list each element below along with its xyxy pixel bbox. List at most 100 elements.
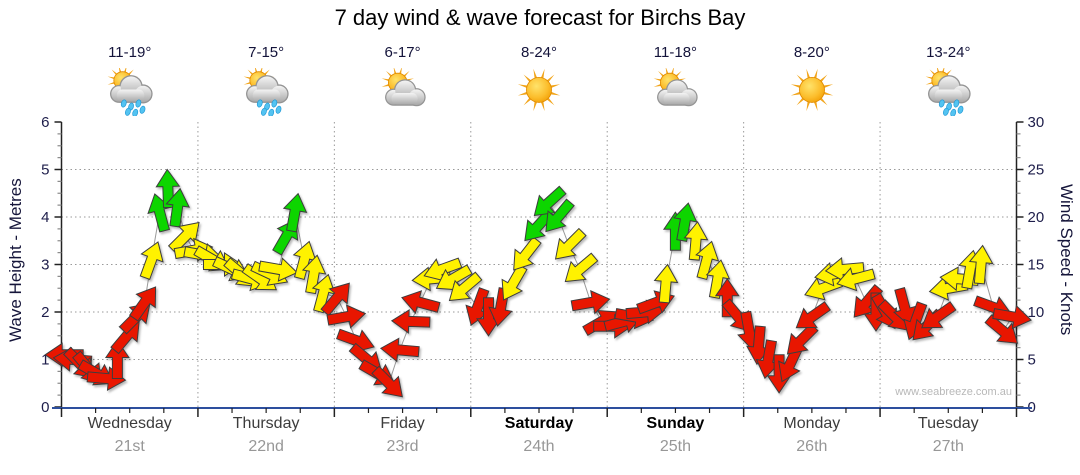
sun-disc — [526, 76, 552, 103]
svg-text:25: 25 — [1028, 162, 1045, 179]
wind-arrow — [892, 287, 918, 327]
wind-arrow — [139, 241, 164, 281]
rain-drops — [120, 99, 146, 117]
wind-arrow — [992, 304, 1032, 330]
day-name-label: Friday — [380, 415, 425, 432]
sun-rays — [790, 68, 834, 112]
day-date-label: 22nd — [248, 438, 284, 455]
svg-text:5: 5 — [41, 162, 49, 179]
wind-arrow — [921, 301, 957, 329]
wind-arrow — [320, 282, 350, 317]
cloud — [384, 79, 426, 107]
svg-text:5: 5 — [1028, 352, 1036, 369]
wind-arrow — [104, 339, 130, 379]
wave-height-axis: 0 1 2 3 4 5 6 — [41, 114, 63, 416]
day-date-label: 26th — [796, 438, 828, 455]
wind-arrow — [165, 187, 191, 228]
sun-cloud-icon — [381, 66, 426, 107]
wind-arrow — [824, 257, 865, 282]
wind-arrow — [401, 290, 441, 315]
x-axis — [52, 407, 1032, 417]
wind-arrow — [795, 301, 832, 329]
cloud — [657, 79, 699, 107]
day-name-label: Wednesday — [87, 415, 172, 432]
day-date-label: 21st — [114, 438, 145, 455]
weather-icon-slot — [920, 65, 976, 117]
day-temp-range: 7-15° — [248, 44, 285, 61]
wind-arrow — [448, 271, 483, 302]
svg-text:0: 0 — [41, 399, 49, 416]
sun-rays — [517, 68, 561, 112]
sun-icon — [517, 68, 561, 112]
cloud — [109, 75, 153, 104]
wind-arrow — [390, 309, 431, 334]
wind-arrow — [968, 244, 994, 285]
svg-text:4: 4 — [41, 209, 49, 226]
cloud — [928, 75, 971, 104]
day-temp-range: 11-18° — [653, 44, 698, 61]
wind-arrow — [984, 314, 1019, 344]
day-temp-range: 8-20° — [793, 44, 830, 61]
wind-arrow — [653, 263, 679, 304]
wind-arrow — [326, 304, 367, 329]
sun-disc — [798, 76, 825, 103]
wind-arrow — [379, 337, 420, 363]
day-date-label: 27th — [932, 438, 964, 455]
sun-cloud-rain-icon — [107, 65, 153, 117]
wind-arrow — [335, 328, 375, 353]
svg-text:10: 10 — [1028, 304, 1045, 321]
wind-arrow — [570, 289, 611, 315]
day-date-label: 24th — [523, 438, 555, 455]
svg-text:1: 1 — [41, 352, 49, 369]
watermark: www.seabreeze.com.au — [895, 386, 1012, 398]
day-date-label: 23rd — [386, 438, 419, 455]
day-temp-range: 8-24° — [520, 44, 558, 61]
wind-arrow — [292, 240, 317, 281]
weather-icon-slot — [511, 68, 567, 116]
weather-icon-slot — [238, 65, 294, 117]
day-date-label: 25th — [659, 438, 691, 455]
wind-arrows — [44, 168, 1032, 398]
svg-text:20: 20 — [1028, 209, 1045, 226]
day-temp-range: 13-24° — [926, 44, 971, 61]
wind-arrow — [301, 254, 327, 295]
sun-cloud-rain-icon — [925, 65, 971, 117]
rain-drops — [939, 99, 964, 117]
weather-icon-slot — [647, 66, 703, 116]
wind-arrow — [129, 286, 157, 322]
day-name-label: Thursday — [232, 415, 300, 432]
sun-icon — [790, 68, 834, 112]
wind-arrow — [533, 185, 567, 217]
day-temp-range: 6-17° — [384, 44, 421, 61]
svg-text:30: 30 — [1028, 114, 1045, 131]
wind-speed-axis-label: Wind Speed - Knots — [1057, 184, 1076, 336]
wind-speed-axis: 051015202530 — [1015, 114, 1045, 416]
wind-arrow — [513, 236, 542, 271]
day-name-label: Monday — [783, 415, 841, 432]
wind-arrow — [683, 220, 709, 261]
page-title: 7 day wind & wave forecast for Birchs Ba… — [334, 5, 746, 30]
day-temp-range: 11-19° — [108, 44, 152, 61]
rain-drops — [257, 99, 282, 117]
svg-text:15: 15 — [1028, 257, 1045, 274]
weather-icon-slot — [102, 65, 158, 117]
wind-arrow — [554, 227, 587, 260]
svg-text:3: 3 — [41, 257, 49, 274]
weather-icon-slot — [784, 68, 840, 116]
wind-arrow — [836, 267, 876, 292]
wind-arrow — [258, 257, 298, 282]
day-name-label: Sunday — [646, 415, 705, 432]
wind-arrow — [545, 198, 575, 233]
wind-arrow — [282, 192, 308, 233]
sun-cloud-icon — [654, 66, 699, 107]
wind-arrow — [371, 365, 403, 398]
day-name-label: Tuesday — [917, 415, 979, 432]
wind-arrow — [564, 252, 599, 283]
sun-cloud-rain-icon — [243, 65, 289, 117]
day-name-label: Saturday — [504, 415, 574, 432]
wind-arrow — [695, 240, 720, 281]
cloud — [246, 75, 289, 104]
svg-text:2: 2 — [41, 304, 49, 321]
